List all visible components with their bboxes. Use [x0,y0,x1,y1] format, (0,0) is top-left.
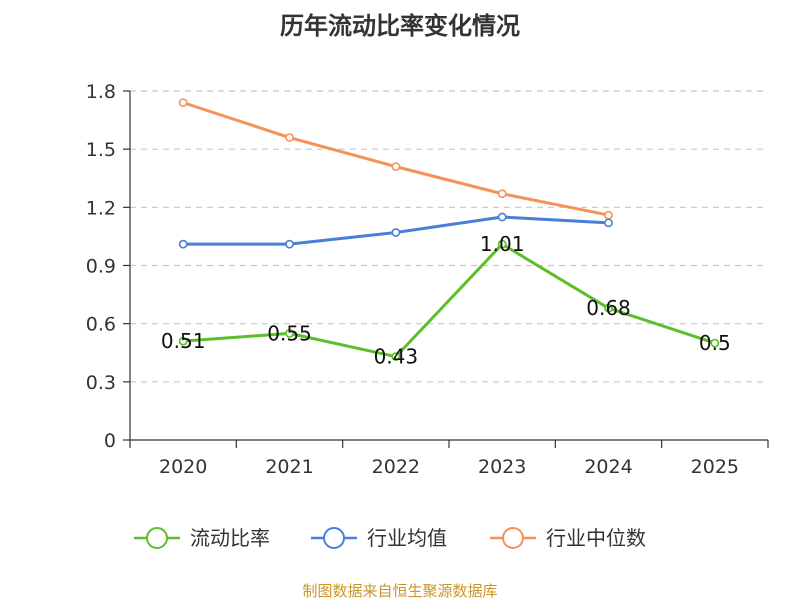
x-tick-label-4: 2024 [584,456,632,478]
y-tick-label-4: 1.2 [86,197,116,219]
series-2-point-4[interactable] [604,210,613,220]
x-tick-label-0: 2020 [159,456,207,478]
data-label-2: 0.43 [374,345,419,369]
series-0-point-4[interactable] [604,303,613,313]
series-2 [178,98,613,220]
series-layer [178,98,720,362]
series-2-point-0[interactable] [178,98,188,108]
source-note: 制图数据来自恒生聚源数据库 [302,582,497,600]
legend-label-1: 行业均值 [367,526,447,550]
series-0-point-3[interactable] [497,239,507,249]
y-tick-label-0: 0 [104,430,116,452]
legend-item-1[interactable]: 行业均值 [311,526,447,550]
data-label-4: 0.68 [586,296,631,320]
grid [130,90,768,383]
series-0-point-2[interactable] [391,352,401,362]
legend-marker-0 [146,527,168,549]
legend-label-2: 行业中位数 [546,526,646,550]
data-label-5: 0.5 [699,331,731,355]
y-tick-label-6: 1.8 [86,81,116,103]
data-label-1: 0.55 [267,321,312,345]
series-1-point-2[interactable] [391,228,401,237]
series-1-point-0[interactable] [178,239,188,249]
x-tick-label-2: 2022 [372,456,420,478]
series-0-point-5[interactable] [710,338,720,348]
chart-title: 历年流动比率变化情况 [280,12,520,40]
series-1-point-4[interactable] [604,218,613,228]
series-line-2 [182,101,609,217]
x-tick-label-5: 2025 [691,456,739,478]
data-label-3: 1.01 [480,232,525,256]
y-tick-label-3: 0.9 [86,256,116,278]
x-tick-label-3: 2023 [478,456,526,478]
series-1 [178,212,613,249]
data-labels: 0.51 0.55 0.43 1.01 0.68 0.5 [161,232,731,368]
legend-marker-1 [323,527,345,549]
x-tick-label-1: 2021 [265,456,313,478]
series-0 [178,239,720,362]
series-line-0 [183,242,716,359]
series-2-point-3[interactable] [497,189,507,199]
series-0-point-1[interactable] [285,328,294,338]
y-tick-label-2: 0.6 [86,314,116,336]
legend-item-0[interactable]: 流动比率 [134,526,270,550]
series-2-point-1[interactable] [285,133,294,142]
data-label-0: 0.51 [161,329,206,353]
legend-marker-2 [502,527,524,549]
y-tick-label-5: 1.5 [86,139,116,161]
legend-label-0: 流动比率 [190,526,270,550]
series-1-point-3[interactable] [497,212,507,222]
legend[interactable]: 流动比率 行业均值 行业中位数 [134,526,646,550]
legend-item-2[interactable]: 行业中位数 [490,526,646,550]
series-2-point-2[interactable] [391,162,401,172]
series-1-point-1[interactable] [285,239,294,249]
y-tick-label-1: 0.3 [86,372,116,394]
series-0-point-0[interactable] [178,336,188,346]
axes: 0 0.3 0.6 0.9 1.2 1.5 1.8 2020 2021 2022 2023 2024 2… [86,81,769,478]
